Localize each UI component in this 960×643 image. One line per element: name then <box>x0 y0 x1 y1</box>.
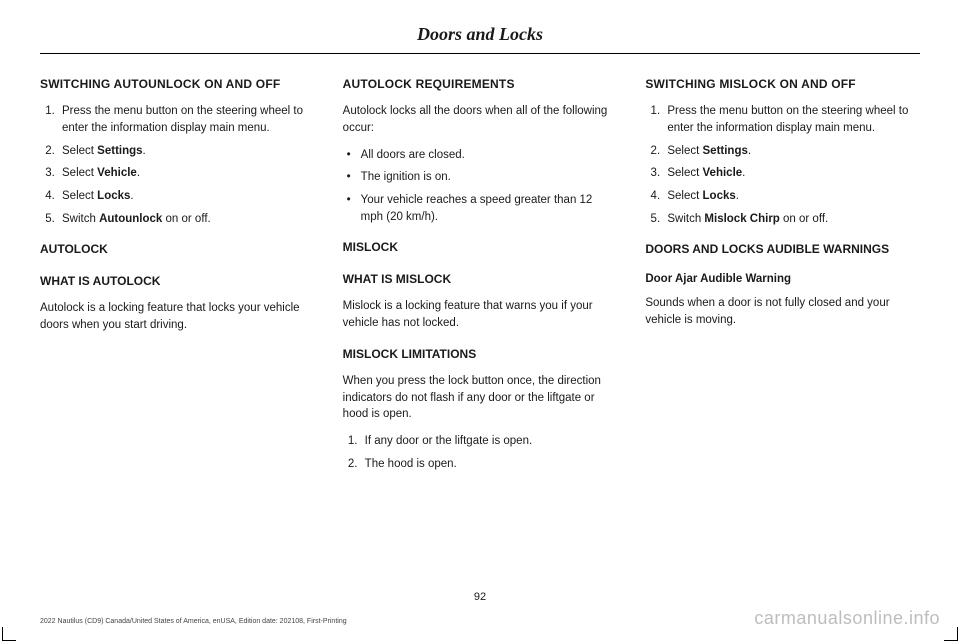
page-number: 92 <box>0 591 960 603</box>
list-item: All doors are closed. <box>343 147 618 164</box>
watermark: carmanualsonline.info <box>754 608 940 629</box>
heading-autolock: AUTOLOCK <box>40 241 315 258</box>
heading-audible-warnings: DOORS AND LOCKS AUDIBLE WARNINGS <box>645 241 920 258</box>
heading-what-is-mislock: WHAT IS MISLOCK <box>343 271 618 288</box>
list-item: The ignition is on. <box>343 169 618 186</box>
column-3: SWITCHING MISLOCK ON AND OFF Press the m… <box>645 76 920 482</box>
paragraph: Mislock is a locking feature that warns … <box>343 298 618 331</box>
content-columns: SWITCHING AUTOUNLOCK ON AND OFF Press th… <box>40 76 920 482</box>
list-item: Press the menu button on the steering wh… <box>58 103 315 136</box>
list-item: Select Settings. <box>58 143 315 160</box>
heading-door-ajar: Door Ajar Audible Warning <box>645 271 920 288</box>
page-header-title: Doors and Locks <box>40 24 920 54</box>
mislock-limitation-steps: If any door or the liftgate is open. The… <box>343 433 618 472</box>
paragraph: Sounds when a door is not fully closed a… <box>645 295 920 328</box>
heading-mislock: MISLOCK <box>343 239 618 256</box>
list-item: Select Vehicle. <box>58 165 315 182</box>
crop-mark-icon <box>944 627 958 641</box>
list-item: If any door or the liftgate is open. <box>361 433 618 450</box>
list-item: Your vehicle reaches a speed greater tha… <box>343 192 618 225</box>
autolock-req-bullets: All doors are closed. The ignition is on… <box>343 147 618 226</box>
footer-edition: 2022 Nautilus (CD9) Canada/United States… <box>40 618 347 625</box>
crop-mark-icon <box>2 627 16 641</box>
list-item: Switch Autounlock on or off. <box>58 211 315 228</box>
heading-autolock-req: AUTOLOCK REQUIREMENTS <box>343 76 618 93</box>
heading-what-is-autolock: WHAT IS AUTOLOCK <box>40 273 315 290</box>
heading-mislock-limitations: MISLOCK LIMITATIONS <box>343 346 618 363</box>
heading-autounlock-switch: SWITCHING AUTOUNLOCK ON AND OFF <box>40 76 315 93</box>
list-item: Select Settings. <box>663 143 920 160</box>
list-item: Switch Mislock Chirp on or off. <box>663 211 920 228</box>
column-1: SWITCHING AUTOUNLOCK ON AND OFF Press th… <box>40 76 315 482</box>
list-item: Press the menu button on the steering wh… <box>663 103 920 136</box>
mislock-steps: Press the menu button on the steering wh… <box>645 103 920 227</box>
list-item: Select Locks. <box>58 188 315 205</box>
paragraph: When you press the lock button once, the… <box>343 373 618 423</box>
autounlock-steps: Press the menu button on the steering wh… <box>40 103 315 227</box>
heading-mislock-switch: SWITCHING MISLOCK ON AND OFF <box>645 76 920 93</box>
list-item: The hood is open. <box>361 456 618 473</box>
list-item: Select Locks. <box>663 188 920 205</box>
paragraph: Autolock is a locking feature that locks… <box>40 300 315 333</box>
list-item: Select Vehicle. <box>663 165 920 182</box>
paragraph: Autolock locks all the doors when all of… <box>343 103 618 136</box>
column-2: AUTOLOCK REQUIREMENTS Autolock locks all… <box>343 76 618 482</box>
